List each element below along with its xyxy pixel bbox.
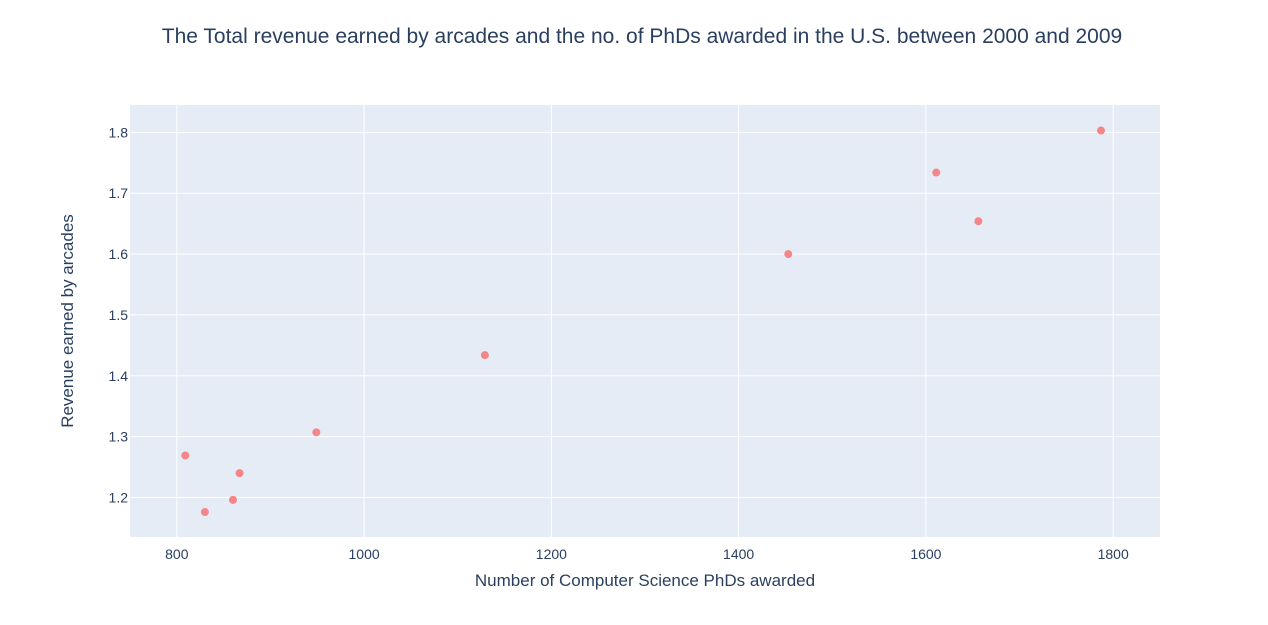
scatter-point[interactable]	[235, 469, 244, 478]
scatter-point[interactable]	[784, 250, 793, 259]
data-points	[181, 126, 1106, 517]
x-tick-label: 1400	[723, 546, 754, 562]
x-tick-label: 1200	[536, 546, 567, 562]
grid-lines	[130, 105, 1160, 537]
scatter-point[interactable]	[181, 451, 190, 460]
x-tick-label: 800	[165, 546, 189, 562]
y-tick-label: 1.4	[109, 368, 129, 384]
x-tick-label: 1600	[910, 546, 941, 562]
chart-title: The Total revenue earned by arcades and …	[162, 25, 1122, 48]
scatter-point[interactable]	[312, 428, 321, 437]
x-tick-label: 1800	[1098, 546, 1129, 562]
y-axis-ticks: 1.2 1.3 1.4 1.5 1.6 1.7 1.8	[109, 124, 129, 505]
scatter-point[interactable]	[932, 168, 941, 177]
scatter-point[interactable]	[1097, 126, 1106, 135]
x-tick-label: 1000	[349, 546, 380, 562]
x-axis-ticks: 800 1000 1200 1400 1600 1800	[165, 546, 1129, 562]
y-tick-label: 1.8	[109, 124, 129, 140]
scatter-point[interactable]	[974, 217, 983, 226]
y-axis-title: Revenue earned by arcades	[58, 214, 77, 428]
y-tick-label: 1.2	[109, 489, 129, 505]
plot-area	[130, 105, 1160, 537]
y-tick-label: 1.5	[109, 307, 129, 323]
y-tick-label: 1.7	[109, 185, 129, 201]
y-tick-label: 1.6	[109, 246, 129, 262]
scatter-point[interactable]	[229, 495, 237, 504]
scatter-point[interactable]	[200, 508, 209, 517]
x-axis-title: Number of Computer Science PhDs awarded	[475, 571, 815, 590]
y-tick-label: 1.3	[109, 429, 129, 445]
scatter-point[interactable]	[480, 351, 489, 360]
